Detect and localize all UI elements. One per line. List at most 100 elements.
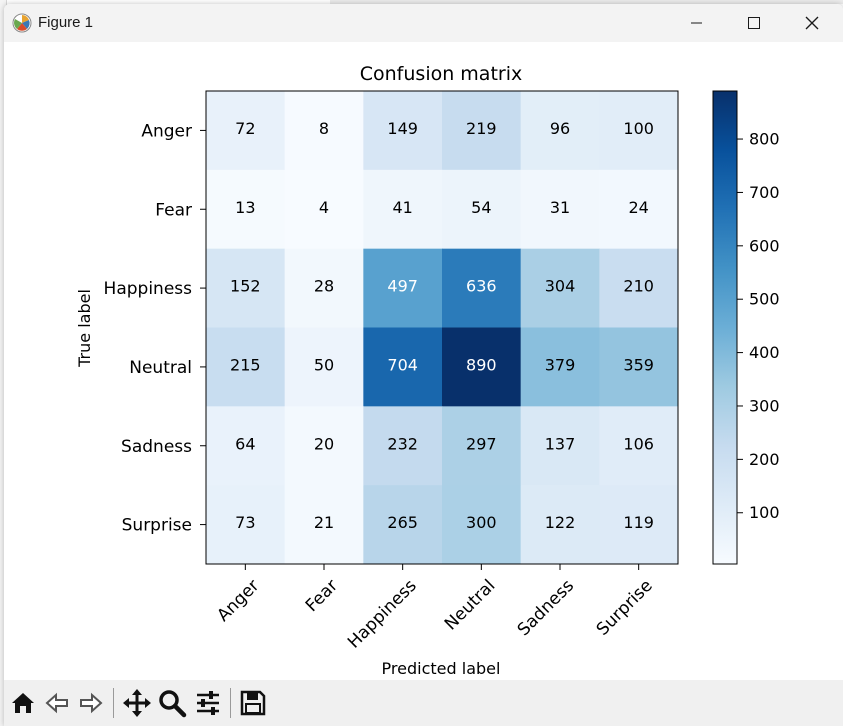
colorbar-tick-label: 600 — [749, 236, 780, 255]
home-button[interactable] — [6, 686, 40, 720]
cell-value-label: 13 — [235, 198, 255, 217]
x-tick-label: Sadness — [514, 576, 578, 640]
colorbar-tick-label: 700 — [749, 183, 780, 202]
forward-icon — [80, 692, 103, 714]
colorbar-tick-label: 800 — [749, 130, 780, 149]
cell-value-label: 72 — [235, 119, 255, 138]
cell-value-label: 137 — [545, 434, 576, 453]
axes-frame — [205, 90, 679, 565]
cell-value-label: 210 — [623, 277, 654, 296]
confusion-matrix-chart: 72 8 149 219 96 100 13 4 41 54 31 24 152 28 497 636 304 2… — [75, 63, 780, 678]
background-window-edge — [330, 0, 843, 4]
maximize-button[interactable] — [725, 4, 783, 42]
heatmap-cell — [442, 485, 522, 565]
heatmap-cell — [363, 485, 443, 565]
colorbar-tick-label: 200 — [749, 450, 780, 469]
heatmap-cell — [520, 248, 600, 328]
cell-value-label: 219 — [466, 119, 497, 138]
maximize-icon — [748, 17, 760, 29]
x-tick-label: Neutral — [441, 576, 500, 635]
title-bar[interactable]: Figure 1 — [4, 4, 843, 42]
heatmap-cell — [442, 327, 522, 407]
cell-value-label: 24 — [628, 198, 648, 217]
heatmap-cell — [206, 169, 286, 250]
zoom-icon — [159, 690, 187, 718]
cell-value-label: 8 — [319, 119, 329, 138]
cell-value-label: 215 — [230, 355, 261, 374]
heatmap-cell — [206, 248, 286, 328]
x-tick-label: Happiness — [344, 576, 421, 653]
home-icon — [12, 693, 34, 713]
cell-value-label: 122 — [545, 513, 576, 532]
cell-value-label: 28 — [314, 277, 334, 296]
close-icon — [805, 16, 819, 30]
figure-window: Figure 1 — [4, 4, 843, 726]
y-tick-label: Surprise — [122, 516, 192, 536]
heatmap-cell — [363, 91, 443, 171]
heatmap-cell — [599, 91, 679, 171]
toolbar-separator — [230, 688, 231, 718]
save-button[interactable] — [236, 686, 270, 720]
heatmap-cell — [206, 485, 286, 565]
y-tick-label: Neutral — [129, 358, 192, 378]
cell-value-label: 890 — [466, 355, 497, 374]
cell-value-label: 64 — [235, 434, 255, 453]
cell-value-label: 152 — [230, 277, 261, 296]
cell-value-label: 304 — [545, 277, 576, 296]
heatmap-cell — [520, 485, 600, 565]
back-button[interactable] — [40, 686, 74, 720]
cell-value-label: 379 — [545, 355, 576, 374]
heatmap-cell — [442, 91, 522, 171]
cell-value-label: 704 — [387, 355, 418, 374]
toolbar-separator — [113, 688, 114, 718]
cell-value-label: 31 — [550, 198, 570, 217]
y-tick-label: Fear — [155, 200, 192, 220]
cell-value-label: 96 — [550, 119, 570, 138]
cell-value-label: 100 — [623, 119, 654, 138]
cell-value-label: 73 — [235, 513, 255, 532]
cell-value-label: 300 — [466, 513, 497, 532]
pan-button[interactable] — [120, 686, 154, 720]
y-tick-label: Sadness — [121, 437, 192, 457]
configure-subplots-icon — [197, 691, 219, 715]
configure-subplots-button[interactable] — [191, 686, 225, 720]
heatmap-cell — [520, 91, 600, 171]
heatmap-cell — [599, 327, 679, 407]
forward-button[interactable] — [74, 686, 108, 720]
figure-canvas[interactable]: 72 8 149 219 96 100 13 4 41 54 31 24 152 28 497 636 304 2… — [4, 42, 843, 680]
y-axis-label: True label — [75, 289, 94, 368]
cell-value-label: 297 — [466, 434, 497, 453]
heatmap-cell — [442, 169, 522, 250]
heatmap-cell — [284, 169, 364, 250]
heatmap-cell — [520, 406, 600, 486]
zoom-button[interactable] — [155, 686, 189, 720]
x-tick-label: Fear — [302, 576, 342, 616]
heatmap-cell — [520, 327, 600, 407]
heatmap-cell — [284, 327, 364, 407]
cell-value-label: 41 — [392, 198, 412, 217]
cell-value-label: 54 — [471, 198, 491, 217]
heatmap-cell — [284, 248, 364, 328]
heatmap-cell — [520, 169, 600, 250]
close-button[interactable] — [783, 4, 841, 42]
colorbar-tick-label: 300 — [749, 396, 780, 415]
cell-value-label: 50 — [314, 355, 334, 374]
y-ticks: Anger Fear Happiness Neutral Sadness Surprise — [104, 121, 206, 536]
matplotlib-icon — [12, 13, 32, 33]
heatmap-cell — [442, 248, 522, 328]
colorbar-tick-label: 100 — [749, 503, 780, 522]
cell-value-label: 497 — [387, 277, 418, 296]
x-ticks: Anger Fear Happiness Neutral Sadness Surprise — [213, 564, 657, 653]
save-icon — [240, 690, 266, 716]
back-icon — [45, 692, 68, 714]
minimize-icon — [691, 22, 702, 24]
cell-value-label: 119 — [623, 513, 654, 532]
colorbar-tick-label: 500 — [749, 290, 780, 309]
heatmap-cell — [284, 485, 364, 565]
heatmap-cell — [284, 91, 364, 171]
heatmap-cell — [206, 406, 286, 486]
minimize-button[interactable] — [668, 4, 726, 42]
cell-value-label: 265 — [387, 513, 418, 532]
heatmap-cell — [599, 248, 679, 328]
heatmap-cell — [363, 406, 443, 486]
